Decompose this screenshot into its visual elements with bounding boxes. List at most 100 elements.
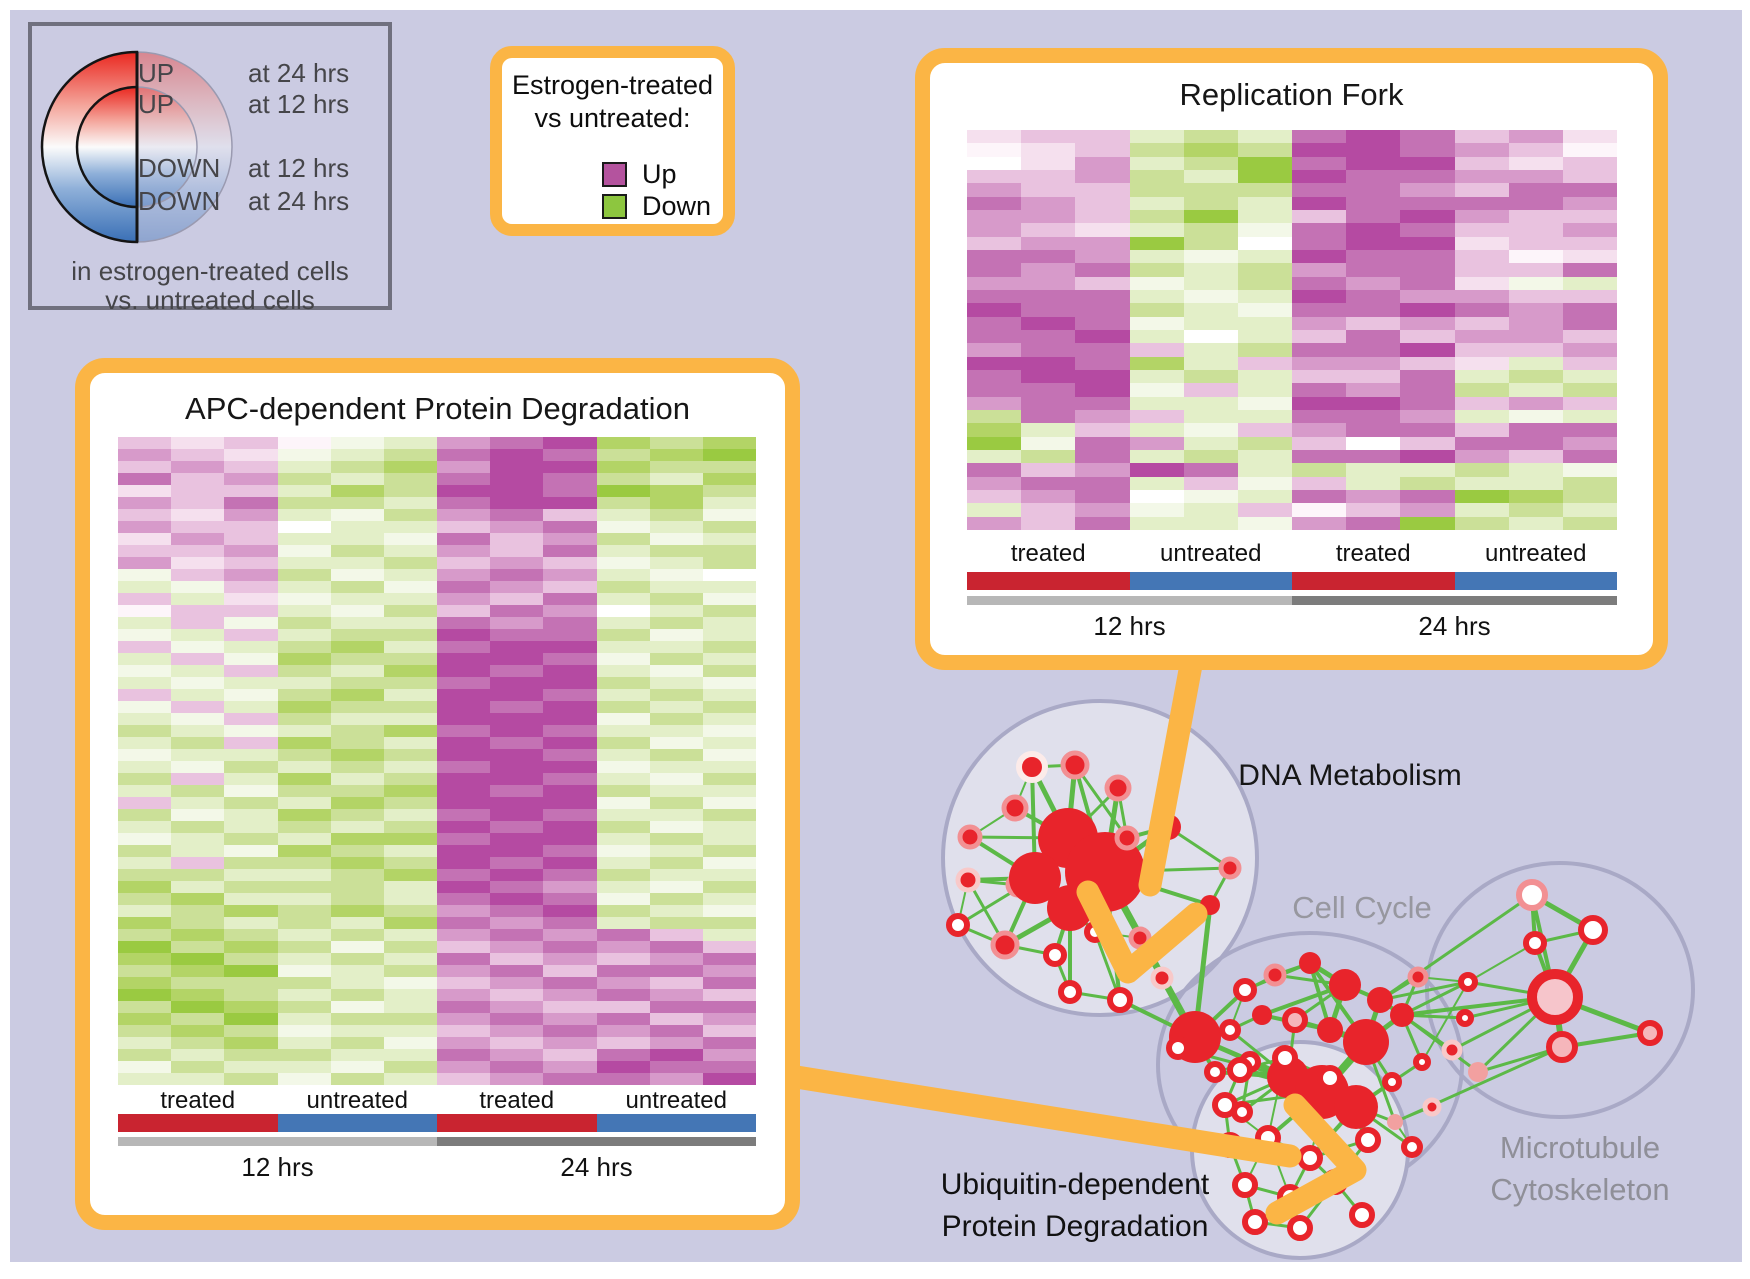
time-color-bar	[118, 1137, 437, 1146]
sample-label: treated	[1335, 540, 1411, 567]
heatmap-cell	[967, 343, 1022, 357]
heatmap-cell	[277, 473, 331, 485]
heatmap-cell	[224, 977, 278, 989]
network-node	[1107, 987, 1133, 1013]
heatmap-cell	[330, 557, 384, 569]
heatmap-cell	[1129, 169, 1184, 184]
network-edge	[1467, 942, 1536, 983]
heatmap-cell	[543, 917, 597, 929]
heatmap-cell	[330, 1025, 384, 1037]
heatmap-cell	[437, 545, 491, 557]
heatmap-cell	[1562, 276, 1618, 290]
heatmap-cell	[596, 665, 650, 677]
heatmap-cell	[118, 581, 172, 593]
heatmap-cell	[383, 593, 438, 605]
heatmap-cell	[1292, 463, 1347, 477]
heatmap-cell	[1183, 316, 1238, 330]
heatmap-cell	[1021, 329, 1076, 344]
heatmap-cell	[702, 857, 757, 869]
heatmap-cell	[490, 677, 544, 689]
heatmap-cell	[1021, 369, 1076, 384]
heatmap-cell	[702, 1025, 757, 1037]
heatmap-cell	[596, 869, 650, 881]
heatmap-cell	[702, 941, 757, 953]
heatmap-row	[118, 1073, 757, 1085]
heatmap-cell	[277, 545, 331, 557]
heatmap-cell	[1183, 289, 1238, 304]
heatmap-cell	[171, 677, 225, 689]
heatmap-cell	[1021, 156, 1076, 170]
network-node	[1218, 856, 1242, 880]
heatmap-cell	[1075, 436, 1130, 450]
heatmap-cell	[967, 329, 1022, 344]
heatmap-cell	[383, 617, 438, 629]
heatmap-cell	[277, 677, 331, 689]
heatmap-cell	[1400, 449, 1455, 464]
heatmap-cell	[171, 905, 225, 917]
heatmap-cell	[1183, 209, 1238, 224]
heatmap-cell	[1237, 409, 1293, 424]
heatmap-cell	[1400, 169, 1455, 184]
heatmap-cell	[171, 893, 225, 905]
heatmap-cell	[1508, 209, 1563, 224]
network-node	[1212, 1092, 1238, 1118]
heatmap-cell	[1400, 303, 1455, 317]
heatmap-row	[967, 143, 1618, 157]
heatmap-cell	[171, 665, 225, 677]
heatmap-cell	[118, 605, 172, 617]
heatmap-cell	[596, 1049, 650, 1061]
heatmap-cell	[1021, 316, 1076, 330]
heatmap-cell	[1508, 489, 1563, 504]
heatmap-cell	[596, 593, 650, 605]
heatmap-cell	[1129, 369, 1184, 384]
heatmap-cell	[330, 593, 384, 605]
heatmap-cell	[1562, 409, 1618, 424]
heatmap-cell	[1562, 489, 1618, 504]
heatmap-cell	[1021, 343, 1076, 357]
heatmap-cell	[118, 1049, 172, 1061]
network-node	[1407, 966, 1429, 988]
heatmap-row	[967, 356, 1618, 370]
network-node	[1468, 1062, 1488, 1082]
heatmap-cell	[118, 485, 172, 497]
heatmap-cell	[543, 533, 597, 545]
heatmap-cell	[224, 641, 278, 653]
heatmap-cell	[596, 965, 650, 977]
heatmap-cell	[277, 689, 331, 701]
heatmap-cell	[1021, 263, 1076, 277]
heatmap-cell	[1292, 409, 1347, 424]
heatmap-cell	[649, 569, 703, 581]
heatmap-cell	[224, 701, 278, 713]
heatmap-cell	[1508, 423, 1563, 437]
heatmap-cell	[171, 941, 225, 953]
heatmap-cell	[1021, 209, 1076, 224]
heatmap-cell	[383, 1073, 438, 1085]
heatmap-cell	[1508, 276, 1563, 290]
heatmap-cell	[490, 485, 544, 497]
heatmap-cell	[596, 893, 650, 905]
heatmap-cell	[702, 749, 757, 761]
heatmap-cell	[383, 449, 438, 461]
heatmap-row	[967, 409, 1618, 424]
heatmap-row	[118, 797, 757, 809]
heatmap-row	[967, 436, 1618, 450]
heatmap-cell	[1021, 463, 1076, 477]
heatmap-cell	[649, 749, 703, 761]
heatmap-cell	[702, 977, 757, 989]
heatmap-cell	[277, 1001, 331, 1013]
heatmap-cell	[437, 473, 491, 485]
heatmap-cell	[702, 521, 757, 533]
heatmap-cell	[224, 785, 278, 797]
heatmap-cell	[702, 581, 757, 593]
heatmap-cell	[967, 143, 1022, 157]
heatmap-cell	[596, 509, 650, 521]
heatmap-cell	[1021, 423, 1076, 437]
heatmap-cell	[702, 725, 757, 737]
heatmap-cell	[171, 449, 225, 461]
heatmap-cell	[118, 977, 172, 989]
heatmap-cell	[1454, 516, 1509, 530]
heatmap-cell	[1508, 303, 1563, 317]
heatmap-cell	[437, 833, 491, 845]
heatmap-cell	[383, 929, 438, 941]
heatmap-cell	[702, 689, 757, 701]
